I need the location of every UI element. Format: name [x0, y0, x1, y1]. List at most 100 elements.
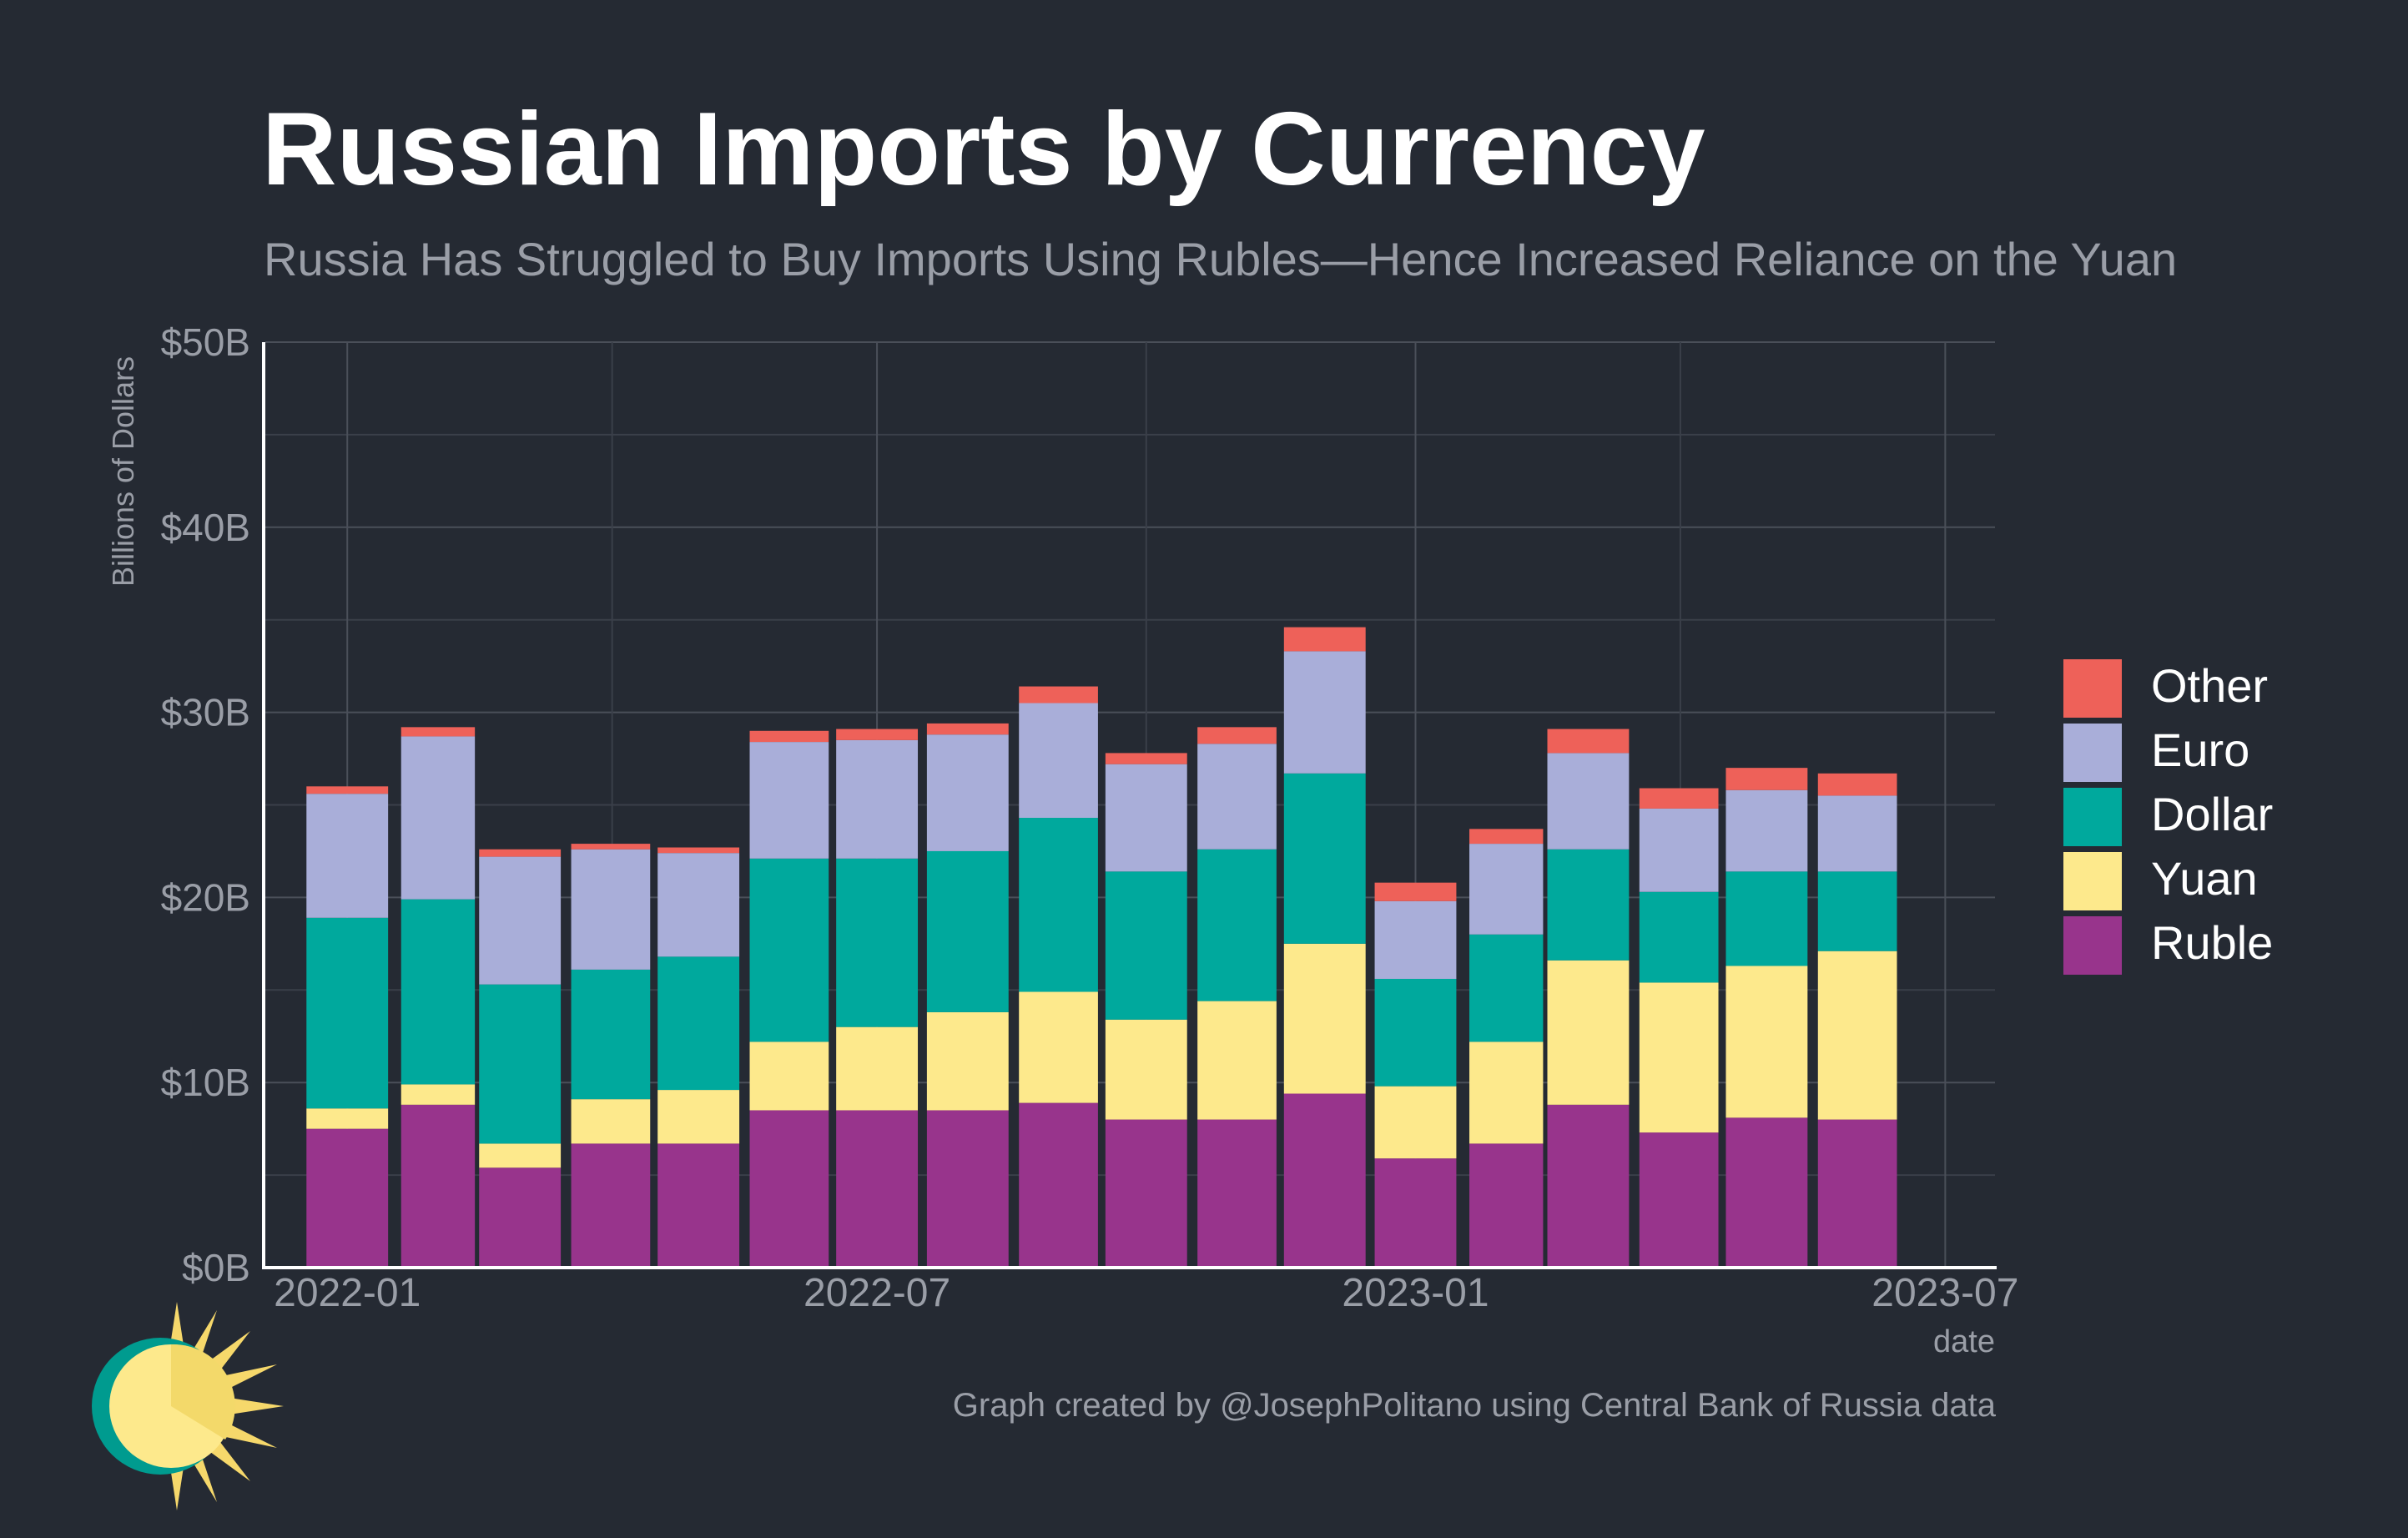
bar-segment-euro: [571, 849, 651, 970]
y-tick-label: $40B: [161, 506, 250, 549]
bar-segment-euro: [479, 856, 562, 985]
bar-segment-euro: [1639, 808, 1719, 892]
y-tick-label: $50B: [161, 320, 250, 364]
bar-segment-euro: [1283, 651, 1366, 774]
bar-segment-euro: [1725, 789, 1808, 872]
bar-segment-dollar: [1197, 849, 1277, 1001]
bar-segment-yuan: [1019, 991, 1098, 1103]
bar-segment-dollar: [479, 984, 562, 1144]
bar-segment-dollar: [1639, 891, 1719, 983]
chart-caption: Graph created by @JosephPolitano using C…: [952, 1387, 1996, 1424]
y-tick-label: $30B: [161, 691, 250, 734]
bar-segment-dollar: [1547, 849, 1630, 961]
bar-segment-other: [1197, 727, 1277, 744]
x-tick-label: 2022-07: [804, 1271, 950, 1315]
bar-segment-yuan: [1725, 966, 1808, 1118]
bar-segment-other: [571, 844, 651, 850]
legend-swatch-ruble: [2063, 916, 2122, 975]
bar-segment-other: [1639, 788, 1719, 809]
y-tick-label: $20B: [161, 875, 250, 919]
bar-segment-dollar: [836, 858, 919, 1027]
bar-segment-dollar: [1283, 773, 1366, 944]
bar-segment-euro: [1374, 900, 1457, 979]
bar-segment-euro: [1019, 703, 1098, 819]
bar-segment-dollar: [400, 899, 476, 1085]
bar-segment-ruble: [836, 1110, 919, 1268]
legend-swatch-yuan: [2063, 852, 2122, 910]
bar-segment-ruble: [1019, 1102, 1098, 1268]
bar-segment-other: [657, 847, 740, 854]
bar-segment-yuan: [1374, 1086, 1457, 1159]
bar-segment-other: [926, 723, 1009, 735]
bar-segment-euro: [1469, 844, 1544, 935]
x-axis-title: date: [1933, 1324, 1995, 1359]
bar-segment-dollar: [1019, 818, 1098, 992]
bars: [306, 627, 1897, 1268]
legend-swatch-other: [2063, 659, 2122, 718]
bar-segment-yuan: [1817, 951, 1897, 1120]
bar-segment-euro: [926, 734, 1009, 851]
bar-segment-other: [400, 727, 476, 737]
bar-segment-other: [1547, 729, 1630, 754]
legend-label-euro: Euro: [2151, 724, 2249, 776]
y-tick-label: $0B: [182, 1246, 250, 1289]
bar-segment-ruble: [926, 1110, 1009, 1268]
bar-segment-yuan: [749, 1041, 829, 1111]
legend-label-dollar: Dollar: [2151, 788, 2273, 840]
legend-label-ruble: Ruble: [2151, 916, 2273, 969]
bar-segment-yuan: [836, 1026, 919, 1111]
bar-segment-dollar: [306, 917, 389, 1109]
chart-title: Russian Imports by Currency: [262, 92, 1705, 207]
bar-segment-euro: [1197, 744, 1277, 850]
axes: [262, 342, 1997, 1269]
bar-segment-ruble: [306, 1128, 389, 1268]
bar-segment-yuan: [1283, 943, 1366, 1094]
x-tick-label: 2023-07: [1871, 1271, 2018, 1315]
bar-segment-other: [1105, 753, 1187, 764]
bar-segment-dollar: [926, 850, 1009, 1012]
bar-segment-yuan: [1197, 1001, 1277, 1120]
bar-segment-other: [836, 729, 919, 740]
bar-segment-yuan: [1639, 982, 1719, 1133]
bar-segment-euro: [1817, 795, 1897, 872]
bar-segment-yuan: [479, 1143, 562, 1168]
x-tick-label: 2023-01: [1342, 1271, 1489, 1315]
bar-segment-other: [1019, 686, 1098, 703]
bar-segment-ruble: [571, 1143, 651, 1268]
bar-segment-dollar: [1105, 871, 1187, 1020]
bar-segment-yuan: [1105, 1019, 1187, 1120]
tick-labels: $0B $10B $20B $30B $40B $50B 2022-01 2022-07 202…: [161, 320, 2019, 1315]
bar-segment-ruble: [657, 1143, 740, 1268]
bar-segment-dollar: [1469, 934, 1544, 1042]
bar-segment-yuan: [306, 1108, 389, 1129]
sun-logo-icon: [92, 1302, 284, 1510]
bar-segment-ruble: [479, 1167, 562, 1268]
bar-segment-other: [479, 849, 562, 857]
bar-segment-dollar: [571, 969, 651, 1100]
bar-segment-euro: [657, 853, 740, 957]
bar-segment-dollar: [1725, 871, 1808, 966]
bar-segment-dollar: [1374, 978, 1457, 1087]
bar-segment-euro: [1105, 764, 1187, 872]
bar-segment-euro: [306, 794, 389, 918]
bar-segment-ruble: [1725, 1117, 1808, 1268]
bar-segment-dollar: [1817, 871, 1897, 951]
bar-segment-yuan: [1547, 960, 1630, 1105]
legend-swatch-dollar: [2063, 788, 2122, 846]
bar-segment-euro: [836, 739, 919, 859]
legend-label-yuan: Yuan: [2151, 852, 2258, 905]
bar-segment-yuan: [1469, 1041, 1544, 1144]
bar-segment-yuan: [926, 1011, 1009, 1111]
bar-segment-ruble: [1469, 1143, 1544, 1268]
legend-label-other: Other: [2151, 659, 2268, 712]
bar-segment-yuan: [400, 1084, 476, 1105]
bar-segment-other: [1469, 829, 1544, 845]
bar-segment-euro: [400, 736, 476, 900]
bar-segment-ruble: [1639, 1132, 1719, 1268]
bar-segment-ruble: [1547, 1104, 1630, 1268]
bar-segment-euro: [749, 742, 829, 859]
bar-segment-ruble: [749, 1110, 829, 1268]
bar-segment-ruble: [1105, 1119, 1187, 1268]
x-tick-label: 2022-01: [274, 1271, 421, 1315]
bar-segment-ruble: [1817, 1119, 1897, 1268]
